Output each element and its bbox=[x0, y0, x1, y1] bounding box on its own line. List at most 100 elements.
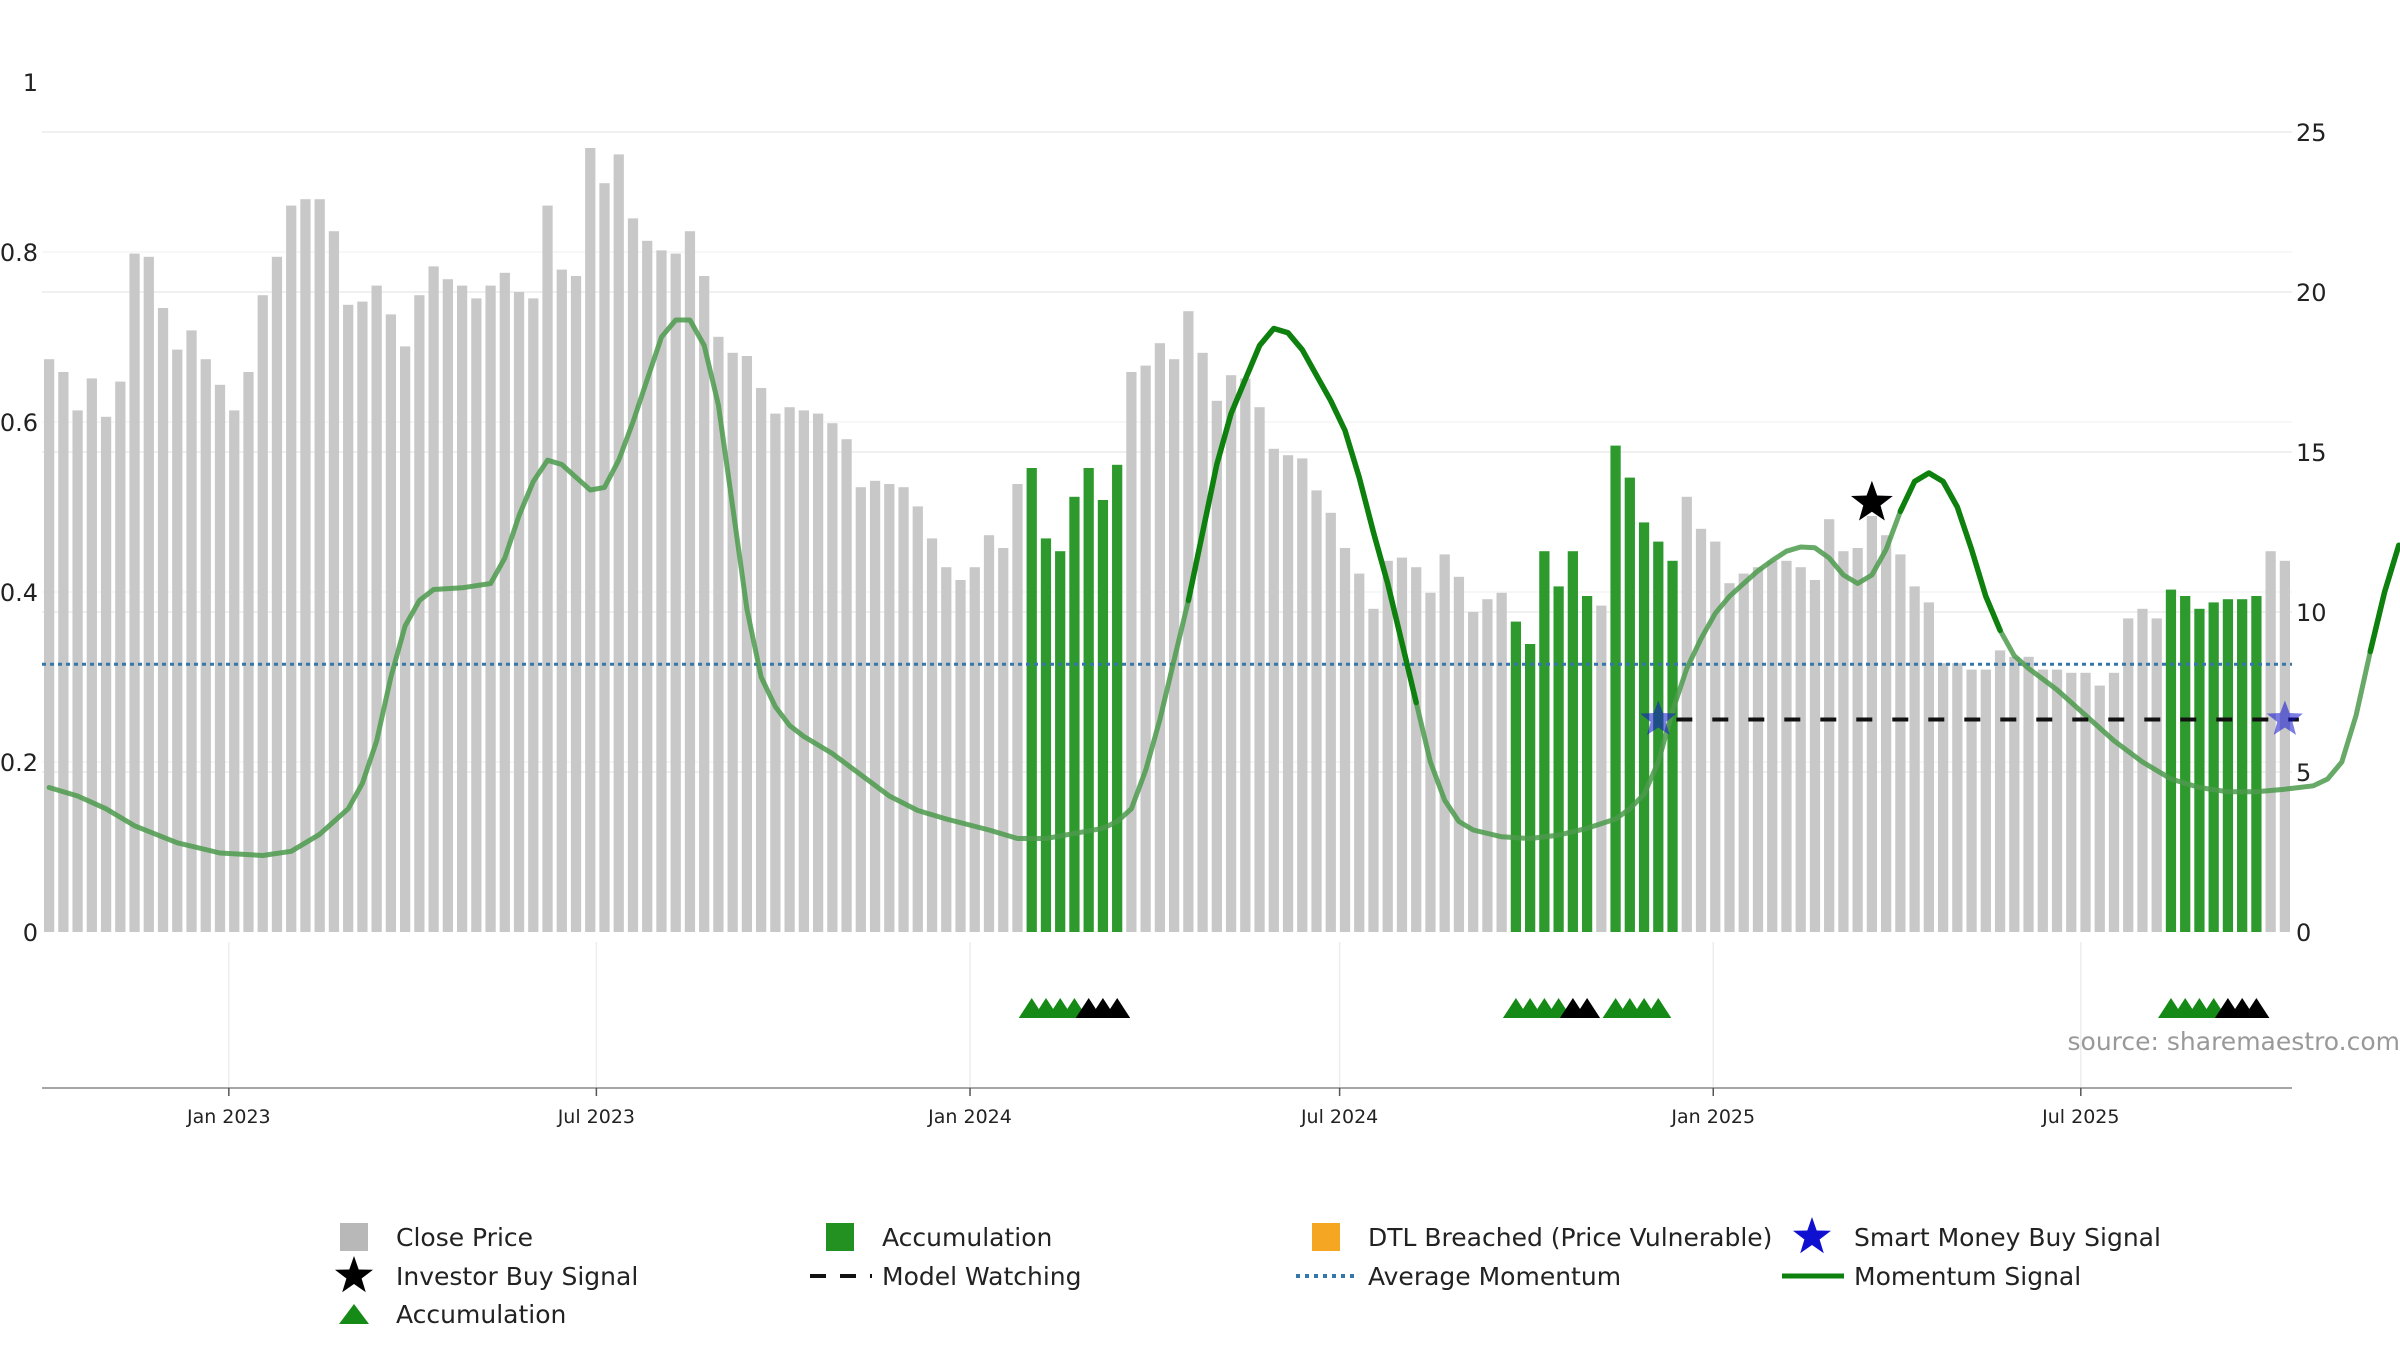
close-price-bar bbox=[1453, 576, 1465, 932]
close-price-bar bbox=[812, 413, 824, 933]
accumulation-bar bbox=[1055, 551, 1066, 932]
close-price-bar bbox=[1282, 455, 1294, 932]
close-price-bar bbox=[1909, 586, 1920, 932]
close-price-bar bbox=[1767, 560, 1778, 932]
close-price-bar bbox=[1852, 548, 1863, 932]
close-price-bar bbox=[827, 423, 838, 932]
close-price-bar bbox=[969, 567, 980, 932]
close-price-bar bbox=[770, 413, 781, 933]
close-price-bar bbox=[2051, 669, 2063, 932]
legend-item: Accumulation bbox=[339, 1300, 566, 1329]
legend-square-icon bbox=[340, 1223, 368, 1251]
close-price-bar bbox=[1824, 519, 1835, 932]
close-price-bar bbox=[1482, 599, 1493, 932]
legend-label: Model Watching bbox=[882, 1262, 1082, 1291]
legend-square-icon bbox=[1312, 1223, 1340, 1251]
momentum-signal-strong bbox=[1185, 325, 1419, 706]
right-axis-tick-label: 20 bbox=[2296, 279, 2327, 307]
close-price-bar bbox=[2123, 618, 2134, 932]
legend-triangle-icon bbox=[339, 1304, 369, 1324]
accumulation-bar bbox=[1567, 551, 1578, 932]
close-price-bar bbox=[1966, 669, 1977, 932]
accumulation-bar bbox=[1069, 496, 1080, 932]
close-price-bar bbox=[1980, 669, 1991, 932]
close-price-bar bbox=[699, 276, 710, 932]
close-price-bar bbox=[1710, 541, 1721, 932]
close-price-bar bbox=[941, 567, 952, 932]
close-price-bar bbox=[229, 410, 240, 932]
close-price-bar bbox=[1126, 372, 1137, 932]
close-price-bar bbox=[257, 295, 268, 932]
close-price-bar bbox=[442, 279, 453, 932]
close-price-bar bbox=[2009, 656, 2020, 932]
close-price-bar bbox=[2023, 656, 2034, 932]
close-price-bar bbox=[656, 250, 667, 932]
close-price-bars bbox=[43, 148, 2291, 933]
x-axis-tick-label: Jul 2025 bbox=[2041, 1106, 2119, 1128]
close-price-bar bbox=[1382, 560, 1393, 932]
investor-buy-star bbox=[1851, 480, 1893, 521]
close-price-bar bbox=[1838, 551, 1849, 932]
close-price-bar bbox=[585, 148, 596, 932]
close-price-bar bbox=[1311, 490, 1322, 932]
x-axis-tick-label: Jan 2024 bbox=[927, 1106, 1012, 1128]
legend-item: Model Watching bbox=[810, 1262, 1082, 1291]
close-price-bar bbox=[1866, 516, 1878, 932]
close-price-bar bbox=[884, 484, 895, 932]
close-price-bar bbox=[1994, 650, 2006, 932]
close-price-bar bbox=[428, 266, 439, 932]
close-price-bar bbox=[1211, 400, 1222, 932]
close-price-bar bbox=[115, 381, 126, 933]
close-price-bar bbox=[784, 407, 795, 932]
accumulation-bar bbox=[1553, 586, 1564, 932]
close-price-bar bbox=[1738, 573, 1749, 932]
legend-label: Momentum Signal bbox=[1854, 1262, 2081, 1291]
close-price-bar bbox=[1795, 567, 1806, 932]
legend-label: Smart Money Buy Signal bbox=[1854, 1223, 2161, 1252]
close-price-bar bbox=[172, 349, 183, 933]
legend-star-icon bbox=[1793, 1217, 1831, 1254]
close-price-bar bbox=[1240, 378, 1251, 932]
close-price-bar bbox=[998, 548, 1009, 932]
legend-label: Accumulation bbox=[882, 1223, 1052, 1252]
right-axis-tick-label: 15 bbox=[2296, 439, 2327, 467]
close-price-bar bbox=[1695, 528, 1707, 932]
close-price-bar bbox=[499, 272, 510, 932]
accumulation-markers bbox=[1018, 998, 2270, 1018]
close-price-bar bbox=[713, 336, 724, 932]
close-price-bar bbox=[43, 359, 55, 932]
legend-label: Investor Buy Signal bbox=[396, 1262, 638, 1291]
accumulation-bar bbox=[1510, 621, 1522, 932]
close-price-bar bbox=[143, 256, 154, 932]
close-price-bar bbox=[1881, 535, 1892, 932]
accumulation-bar bbox=[1097, 500, 1109, 932]
accumulation-bar bbox=[2165, 589, 2177, 932]
x-axis-tick-label: Jan 2025 bbox=[1670, 1106, 1755, 1128]
close-price-bar bbox=[414, 295, 425, 932]
close-price-bar bbox=[214, 384, 226, 932]
accumulation-bar bbox=[1581, 596, 1593, 932]
accumulation-bar bbox=[1026, 468, 1037, 932]
close-price-bar bbox=[983, 535, 995, 932]
accumulation-bar bbox=[1638, 522, 1650, 932]
legend-square-icon bbox=[826, 1223, 854, 1251]
investor-marker-triangle bbox=[1574, 998, 1601, 1018]
close-price-bar bbox=[1952, 663, 1963, 932]
close-price-bar bbox=[556, 269, 567, 933]
right-axis-tick-label: 5 bbox=[2296, 759, 2311, 787]
close-price-bar bbox=[528, 298, 539, 932]
close-price-bar bbox=[471, 298, 482, 932]
legend-item: Momentum Signal bbox=[1782, 1262, 2081, 1291]
close-price-bar bbox=[756, 388, 767, 932]
left-axis-tick-label: 0.4 bbox=[0, 579, 38, 607]
close-price-bar bbox=[2279, 560, 2291, 932]
accumulation-bar bbox=[1525, 644, 1536, 932]
left-axis-tick-label: 0 bbox=[23, 919, 38, 947]
right-axis-tick-label: 25 bbox=[2296, 119, 2327, 147]
close-price-bar bbox=[58, 372, 69, 932]
close-price-bar bbox=[798, 410, 809, 932]
right-axis-tick-label: 10 bbox=[2296, 599, 2327, 627]
close-price-bar bbox=[570, 276, 582, 932]
close-price-bar bbox=[1297, 458, 1308, 932]
